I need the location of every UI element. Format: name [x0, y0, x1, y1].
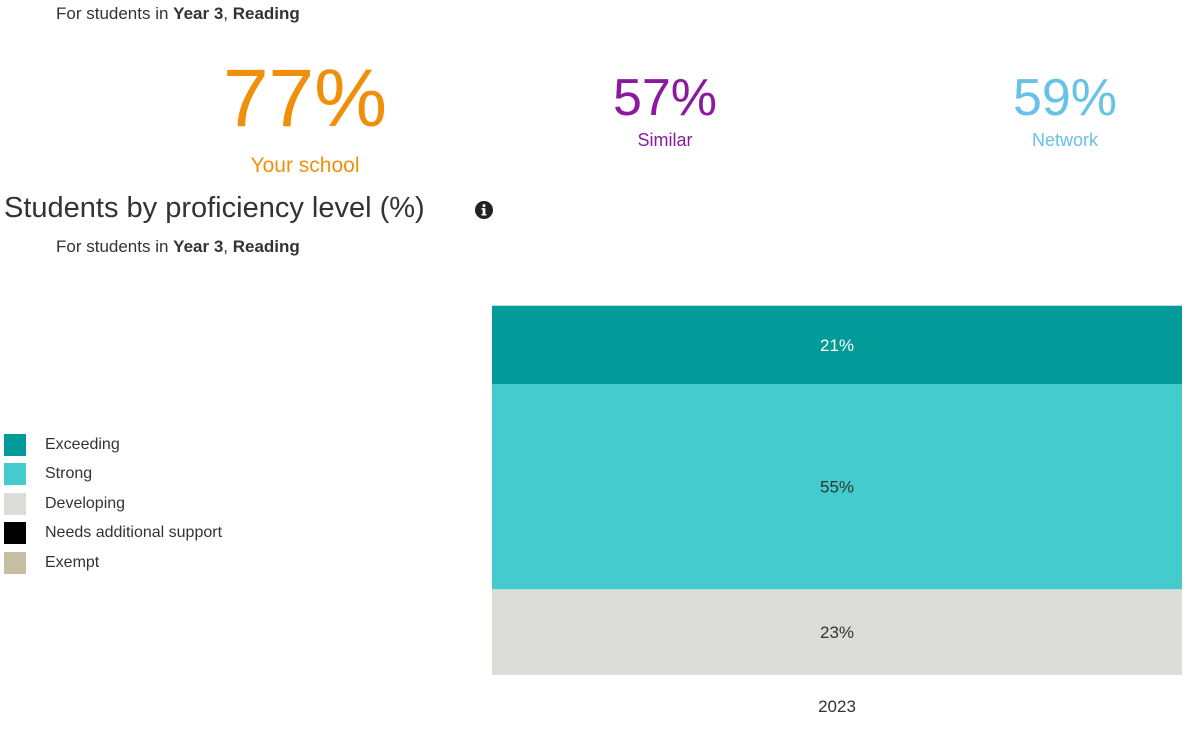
bar-data-label: 23% — [820, 623, 854, 642]
metric-value: 59% — [1012, 69, 1118, 127]
metric-label: Your school — [250, 154, 360, 177]
metric-similar: 57% Similar — [580, 72, 750, 151]
subject-label: Reading — [232, 4, 300, 23]
x-tick-label: 2023 — [818, 697, 856, 716]
legend-item[interactable]: Strong — [4, 460, 222, 490]
legend-label: Exempt — [45, 553, 100, 571]
bar-segment[interactable] — [492, 305, 1182, 385]
metric-your-school: 77% Your school — [200, 58, 410, 178]
chart-title: Students by proficiency level (%) — [4, 192, 425, 224]
legend-swatch — [4, 522, 26, 545]
year-label: Year 3 — [173, 4, 224, 23]
bar-data-label: 21% — [820, 336, 854, 355]
top-subtitle: For students in Year 3, Reading — [56, 4, 300, 23]
legend-swatch — [4, 433, 26, 456]
legend-swatch — [4, 551, 26, 574]
bar-segment[interactable] — [492, 384, 1182, 590]
legend-item[interactable]: Developing — [4, 489, 222, 519]
metric-value: 77% — [222, 53, 388, 144]
legend-label: Developing — [45, 494, 126, 512]
legend-label: Strong — [45, 465, 93, 483]
bar-segment[interactable] — [492, 589, 1182, 675]
metric-label: Similar — [637, 130, 693, 150]
legend-item[interactable]: Exempt — [4, 548, 222, 578]
legend-label: Needs additional support — [45, 524, 223, 542]
metric-label: Network — [1031, 130, 1098, 150]
legend-swatch — [4, 463, 26, 486]
subject-label: Reading — [232, 237, 300, 256]
legend-item[interactable]: Exceeding — [4, 430, 222, 460]
info-circle-icon[interactable] — [474, 200, 494, 220]
metric-value: 57% — [612, 69, 718, 127]
chart-subtitle: For students in Year 3, Reading — [56, 237, 300, 256]
legend-swatch — [4, 492, 26, 515]
legend-item[interactable]: Needs additional support — [4, 519, 222, 549]
bar-data-label: 55% — [820, 478, 854, 497]
metric-network: 59% Network — [980, 72, 1150, 151]
legend-label: Exceeding — [45, 435, 120, 453]
chart-legend: Exceeding Strong Developing Needs additiona… — [4, 430, 222, 578]
year-label: Year 3 — [173, 237, 224, 256]
